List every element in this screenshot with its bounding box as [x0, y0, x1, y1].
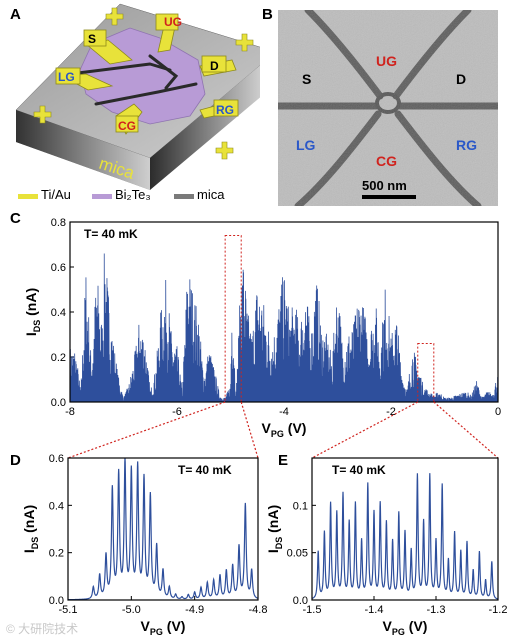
a-label-d: D	[210, 59, 219, 73]
y-tick-label: 0.8	[51, 217, 66, 229]
panel-b-letter: B	[262, 6, 273, 23]
x-tick-label: -4.8	[249, 604, 268, 616]
x-tick-label: 0	[495, 406, 501, 418]
a-label-ug: UG	[164, 15, 182, 29]
watermark: © 大研院技术	[6, 622, 79, 636]
x-tick-label: -5.1	[59, 604, 78, 616]
a-label-s: S	[88, 32, 96, 46]
panel-e-letter: E	[278, 452, 289, 469]
zoom-region-box	[224, 235, 242, 403]
y-axis-label: IDS (nA)	[265, 505, 284, 553]
y-tick-label: 0.0	[49, 595, 64, 607]
x-tick-label: -1.5	[303, 604, 322, 616]
plot-frame	[67, 457, 259, 601]
legend-swatch-tiau	[18, 194, 38, 199]
panel-b-sem-image: UG S D LG RG CG 500 nm	[278, 10, 498, 206]
y-tick-label: 0.4	[49, 500, 64, 512]
b-label-cg: CG	[376, 153, 397, 169]
zoom-connector	[311, 401, 419, 459]
x-tick-label: -2	[386, 406, 396, 418]
x-tick-label: -1.2	[489, 604, 508, 616]
y-tick-label: 0.0	[51, 397, 66, 409]
plot-frame	[69, 221, 499, 403]
temperature-annotation: T= 40 mK	[178, 463, 232, 477]
series-current-trace	[69, 253, 499, 403]
panel-c-letter: C	[10, 210, 21, 227]
chart-e: -1.5 -1.4 -1.3 -1.2 0.0 0.05 0.1 VPG (V) IDS (nA…	[265, 457, 508, 637]
x-axis-label: VPG (V)	[141, 618, 186, 637]
y-tick-label: 0.2	[49, 548, 64, 560]
y-tick-label: 0.2	[51, 352, 66, 364]
plot-frame	[311, 457, 499, 601]
y-tick-label: 0.1	[293, 500, 308, 512]
zoom-connector	[67, 401, 226, 459]
alignment-marks	[33, 7, 254, 160]
y-axis-label: IDS (nA)	[21, 505, 40, 553]
x-tick-label: -8	[65, 406, 75, 418]
x-axis-label: VPG (V)	[383, 618, 428, 637]
zoom-connector	[433, 401, 499, 459]
chart-c: -8 -6 -4 -2 0 0.0 0.2 0.4 0.6 0.8 VPG (V) IDS (nA) T…	[23, 217, 501, 459]
legend-swatch-bi2te3	[92, 194, 112, 199]
legend-swatch-mica	[174, 194, 194, 199]
series-peaks-trace	[67, 457, 259, 601]
x-tick-label: -1.4	[365, 604, 384, 616]
panel-a-letter: A	[10, 6, 21, 23]
mica-side-face	[150, 65, 260, 190]
b-label-lg: LG	[296, 137, 316, 153]
b-label-ug: UG	[376, 53, 397, 69]
y-tick-label: 0.6	[51, 262, 66, 274]
a-label-cg: CG	[118, 119, 136, 133]
x-axis-label: VPG (V)	[262, 420, 307, 439]
temperature-annotation: T= 40 mK	[332, 463, 386, 477]
x-tick-label: -4	[279, 406, 289, 418]
y-axis-label: IDS (nA)	[23, 288, 42, 336]
x-tick-label: -6	[172, 406, 182, 418]
y-tick-label: 0.0	[293, 595, 308, 607]
electrode-pads	[55, 13, 239, 133]
a-label-lg: LG	[58, 70, 75, 84]
panel-d-letter: D	[10, 452, 21, 469]
panel-a-legend: Ti/Au Bi₂Te₃ mica	[18, 186, 258, 206]
legend-label-mica: mica	[197, 187, 225, 202]
legend-label-bi2te3: Bi₂Te₃	[115, 187, 151, 202]
y-tick-label: 0.6	[49, 453, 64, 465]
y-tick-label: 0.4	[51, 307, 66, 319]
a-label-rg: RG	[216, 103, 234, 117]
zoom-connector	[240, 401, 259, 459]
x-tick-label: -1.3	[427, 604, 446, 616]
b-label-rg: RG	[456, 137, 477, 153]
x-tick-label: -5.0	[122, 604, 141, 616]
chart-d: -5.1 -5.0 -4.9 -4.8 0.0 0.2 0.4 0.6 VPG (V) IDS (…	[21, 453, 267, 637]
x-tick-label: -4.9	[185, 604, 204, 616]
scalebar	[362, 195, 416, 199]
series-peaks-trace	[311, 473, 499, 600]
scalebar-label: 500 nm	[362, 178, 407, 193]
temperature-annotation: T= 40 mK	[84, 227, 138, 241]
y-tick-label: 0.05	[287, 548, 308, 560]
b-label-d: D	[456, 71, 466, 87]
legend-label-tiau: Ti/Au	[41, 187, 71, 202]
panel-a-device-schematic: UG S D LG RG CG mica	[15, 3, 260, 190]
zoom-region-box	[417, 343, 435, 403]
etched-trenches	[68, 54, 198, 106]
b-label-s: S	[302, 71, 311, 87]
